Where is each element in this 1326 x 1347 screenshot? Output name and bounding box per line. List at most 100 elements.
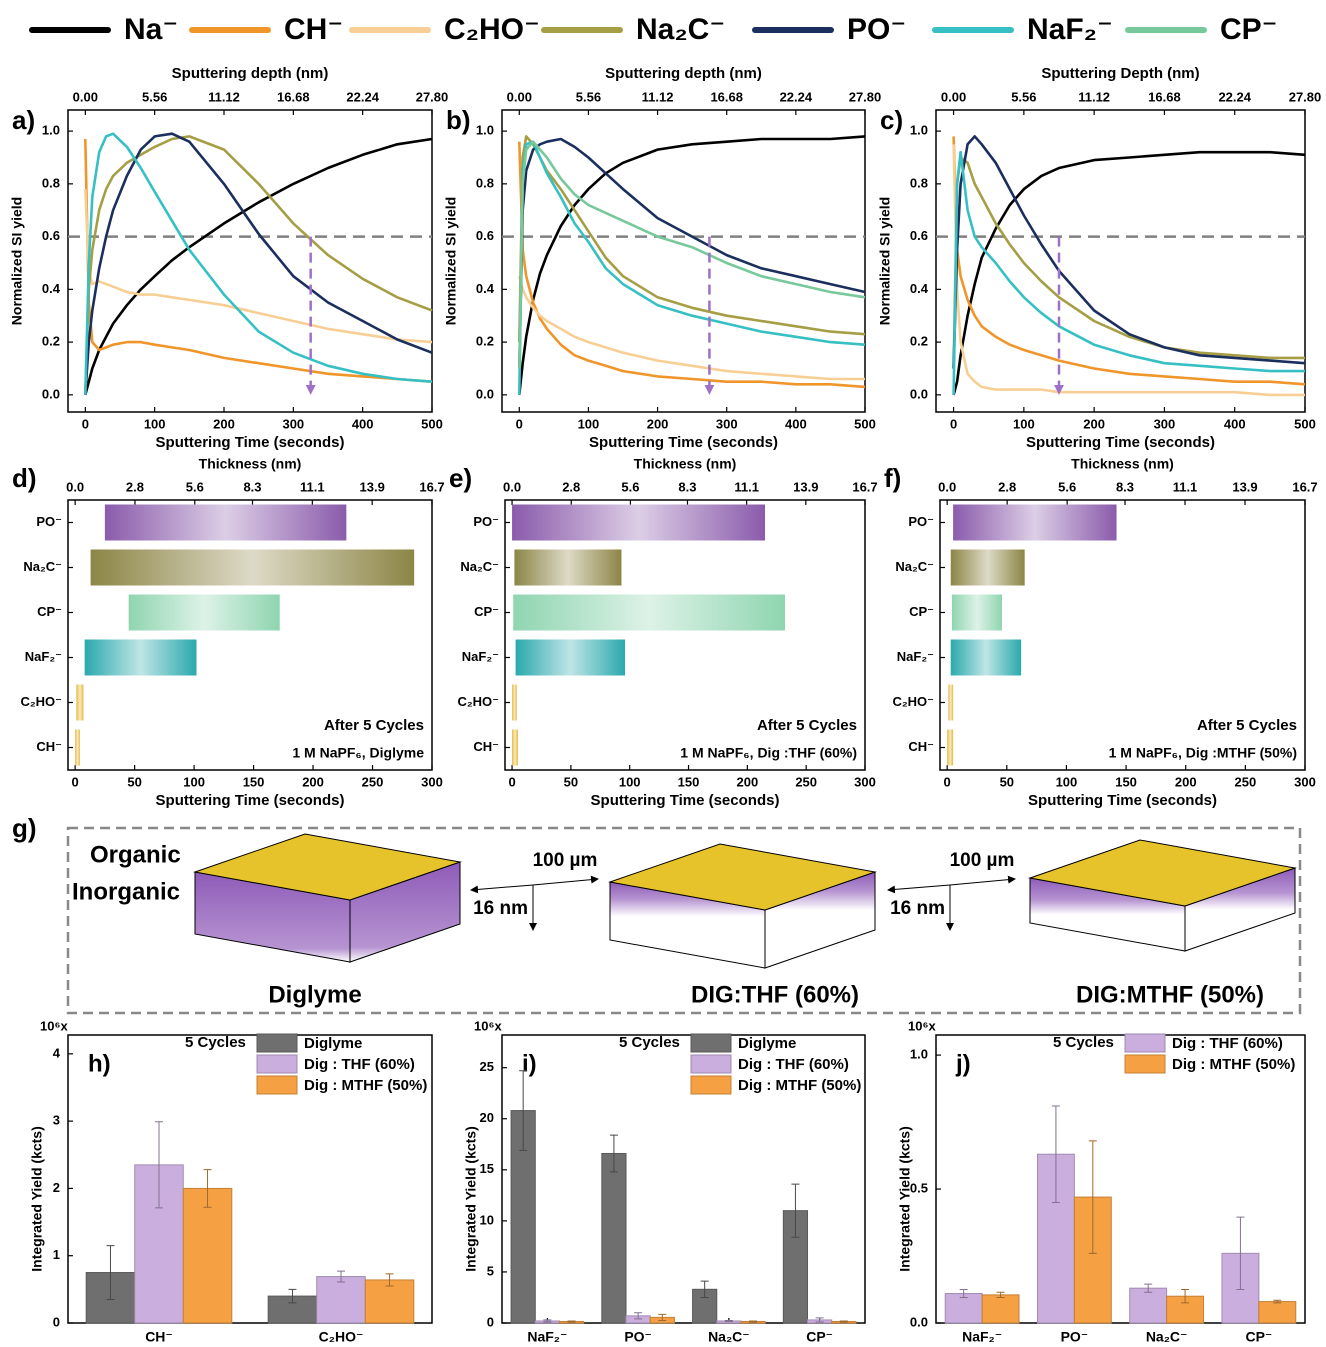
x-tick-label: 50: [564, 774, 578, 789]
x-tick-label: 300: [282, 416, 304, 431]
range-bar: [76, 685, 83, 721]
x-tick-label: 100: [578, 416, 600, 431]
category-label: C₂HO⁻: [457, 694, 499, 709]
legend-label: Dig : MTHF (50%): [304, 1077, 427, 1094]
legend-label: PO⁻: [847, 13, 906, 46]
category-label: CH⁻: [145, 1329, 173, 1345]
x2-tick-label: 0.00: [507, 89, 532, 104]
condition-label: 1 M NaPF₆, Diglyme: [292, 745, 424, 761]
x2-tick-label: 0.00: [941, 89, 966, 104]
y-unit: 10⁶x: [908, 1018, 936, 1033]
y-tick-label: 10: [480, 1212, 494, 1227]
category-label: Na₂C⁻: [895, 559, 934, 574]
range-bar: [512, 505, 765, 541]
y-tick-label: 15: [480, 1161, 494, 1176]
x2-tick-label: 16.68: [277, 89, 310, 104]
x2-tick-label: 5.56: [576, 89, 601, 104]
panel-label: a): [12, 105, 35, 135]
legend-label: CP⁻: [1220, 13, 1278, 46]
y-axis-title: Normalized SI yield: [877, 197, 893, 325]
legend-label: Na⁻: [124, 13, 178, 46]
x-tick-label: 200: [647, 416, 669, 431]
range-bar: [512, 685, 517, 721]
category-label: Na₂C⁻: [1146, 1329, 1188, 1345]
x-tick-label: 300: [716, 416, 738, 431]
series-line: [954, 136, 1305, 368]
x2-tick-label: 13.9: [793, 479, 818, 494]
category-label: CP⁻: [806, 1329, 833, 1345]
y-tick-label: 0.8: [42, 175, 60, 190]
x-tick-label: 500: [854, 416, 876, 431]
page-body: {"chart_data": [ {"type": "line", "panel…: [0, 0, 1326, 1347]
x-axis-title: Sputtering Time (seconds): [1026, 434, 1215, 451]
x2-tick-label: 5.6: [186, 479, 204, 494]
annotation: After 5 Cycles: [757, 717, 857, 734]
condition-label: 1 M NaPF₆, Dig :THF (60%): [680, 745, 857, 761]
series-line: [519, 276, 865, 379]
category-label: CH⁻: [473, 739, 499, 754]
panel-label: e): [449, 463, 472, 493]
y-tick-label: 1.0: [910, 123, 928, 138]
x-tick-label: 100: [144, 416, 166, 431]
x2-tick-label: 11.1: [734, 479, 759, 494]
x-tick-label: 0: [508, 774, 515, 789]
x-tick-label: 500: [1294, 416, 1316, 431]
legend-title: 5 Cycles: [185, 1034, 246, 1051]
x2-tick-label: 5.6: [621, 479, 639, 494]
x-tick-label: 150: [243, 774, 265, 789]
range-bar: [91, 550, 415, 586]
legend-title: 5 Cycles: [1053, 1034, 1114, 1051]
panel-label: j): [955, 1050, 971, 1077]
x2-tick-label: 5.56: [1011, 89, 1036, 104]
x-axis-title: Sputtering Time (seconds): [591, 792, 780, 809]
x2-tick-label: 2.8: [998, 479, 1016, 494]
y-unit: 10⁶x: [40, 1018, 68, 1033]
category-label: NaF₂⁻: [25, 649, 62, 664]
y-tick-label: 0.4: [476, 281, 495, 296]
x2-tick-label: 11.12: [642, 89, 674, 104]
scale-arrow: [888, 885, 950, 890]
series-line: [519, 142, 865, 387]
x-axis-title: Sputtering Time (seconds): [156, 792, 345, 809]
scale-arrow: [950, 879, 1015, 885]
y-tick-label: 1: [53, 1247, 60, 1262]
x-tick-label: 100: [619, 774, 641, 789]
scale-arrow: [471, 885, 533, 890]
panel-label: h): [88, 1050, 111, 1077]
range-bar: [85, 640, 197, 676]
x-tick-label: 100: [183, 774, 205, 789]
y-tick-label: 1.0: [910, 1047, 928, 1062]
category-label: NaF₂⁻: [897, 649, 934, 664]
x-tick-label: 300: [421, 774, 443, 789]
x2-tick-label: 8.3: [243, 479, 261, 494]
x2-tick-label: 0.00: [73, 89, 98, 104]
plot-frame: [68, 110, 432, 412]
x2-tick-label: 16.7: [419, 479, 444, 494]
x2-axis-title: Sputtering depth (nm): [172, 65, 329, 82]
y-tick-label: 0.0: [910, 1314, 928, 1329]
legend-label: Na₂C⁻: [636, 13, 725, 46]
y-tick-label: 2: [53, 1180, 60, 1195]
series-line: [85, 189, 432, 342]
x-tick-label: 400: [352, 416, 374, 431]
x2-tick-label: 22.24: [1218, 89, 1251, 104]
category-label: PO⁻: [473, 514, 499, 529]
y-tick-label: 0.2: [42, 334, 60, 349]
category-label: PO⁻: [36, 514, 62, 529]
x-tick-label: 0: [82, 416, 89, 431]
x2-tick-label: 2.8: [562, 479, 580, 494]
x2-tick-label: 27.80: [416, 89, 449, 104]
x-tick-label: 300: [1294, 774, 1316, 789]
x-tick-label: 50: [127, 774, 141, 789]
category-label: NaF₂⁻: [962, 1329, 1002, 1345]
page: Depth profiles body { margin: 0; backgro…: [0, 0, 1326, 1347]
series-line: [519, 136, 865, 342]
x-tick-label: 150: [1115, 774, 1137, 789]
y-tick-label: 3: [53, 1113, 60, 1128]
category-label: PO⁻: [1061, 1329, 1089, 1345]
bar: [602, 1153, 626, 1323]
legend-label: Dig : THF (60%): [304, 1056, 415, 1073]
category-label: C₂HO⁻: [892, 694, 934, 709]
x-tick-label: 400: [785, 416, 807, 431]
range-bar: [947, 730, 953, 766]
